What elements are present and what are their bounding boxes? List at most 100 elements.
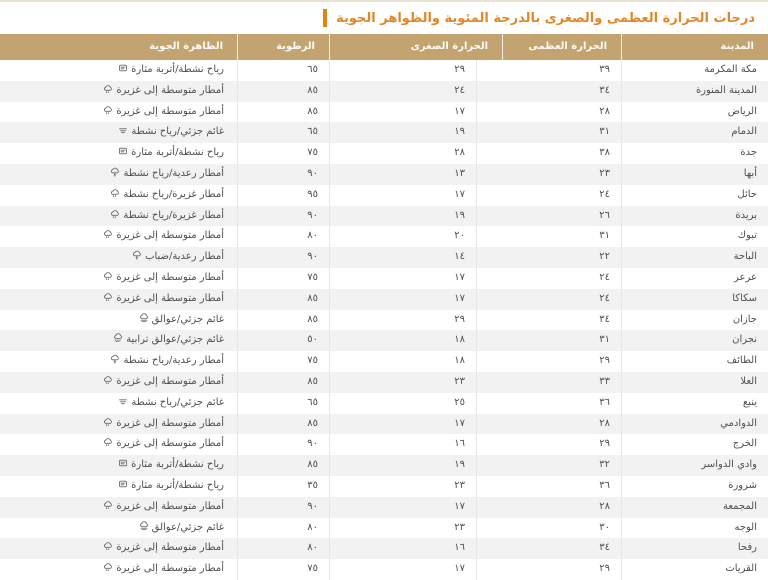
cell-city: الدوادمي xyxy=(720,417,757,429)
title-row: درجات الحرارة العظمى والصغرى بالدرجة الم… xyxy=(0,2,768,32)
cell-phenomenon: غائم جزئي/عوالق xyxy=(0,309,238,331)
cell-city: جازان xyxy=(732,313,757,325)
cell-phenomenon: أمطار رعدية/رياح نشطة xyxy=(0,351,238,372)
rain-cloud-icon xyxy=(103,292,113,302)
cell-min-temp: ١٩ xyxy=(330,455,477,476)
cell-city: المجمعة xyxy=(722,500,757,512)
cell-humidity: ٦٥ xyxy=(238,392,330,414)
column-header-city: المدينة xyxy=(720,41,754,52)
dusty-haze-icon xyxy=(113,333,123,343)
phenomenon-text: أمطار متوسطة إلى غزيرة xyxy=(116,500,224,512)
cell-min-temp: ١٧ xyxy=(330,267,477,289)
cell-phenomenon: أمطار متوسطة إلى غزيرة xyxy=(0,413,238,435)
cell-humidity: ٨٥ xyxy=(238,413,330,435)
cell-city: الطائف xyxy=(726,355,757,367)
cell-city: الرياض xyxy=(727,105,757,117)
table-row: سكاكا ٢٤ ١٧ ٨٥ أمطار متوسطة إلى غزيرة xyxy=(0,288,768,310)
cell-min-temp: ١٧ xyxy=(330,288,477,310)
wind-dust-icon xyxy=(118,479,128,489)
cell-humidity: ٦٥ xyxy=(238,122,330,144)
cell-humidity: ٨٠ xyxy=(238,517,330,539)
table-row: رفحا ٣٤ ١٦ ٨٠ أمطار متوسطة إلى غزيرة xyxy=(0,538,768,560)
phenomenon-text: أمطار متوسطة إلى غزيرة xyxy=(116,438,224,450)
cell-humidity: ٩٠ xyxy=(238,247,330,268)
cell-phenomenon: رياح نشطة/أتربة مثارة xyxy=(0,475,238,497)
cell-max-temp: ٣٤ xyxy=(477,309,622,331)
thunder-rain-icon xyxy=(132,250,142,260)
phenomenon-text: أمطار متوسطة إلى غزيرة xyxy=(116,271,224,283)
cell-city: عرعر xyxy=(734,271,757,283)
cell-phenomenon: رياح نشطة/أتربة مثارة xyxy=(0,143,238,164)
phenomenon-text: رياح نشطة/أتربة مثارة xyxy=(131,64,224,75)
phenomenon-text: أمطار متوسطة إلى غزيرة xyxy=(116,542,224,554)
cell-max-temp: ٢٤ xyxy=(477,267,622,289)
cell-phenomenon: أمطار رعدية/ضباب xyxy=(0,247,238,268)
table-row: جازان ٣٤ ٢٩ ٨٥ غائم جزئي/عوالق xyxy=(0,309,768,331)
cell-city: شرورة xyxy=(728,479,757,491)
cell-max-temp: ٢٨ xyxy=(477,496,622,518)
thunder-rain-icon xyxy=(110,354,120,364)
cell-min-temp: ٢٠ xyxy=(330,226,477,248)
cell-min-temp: ١٦ xyxy=(330,538,477,560)
table-row: الخرج ٢٩ ١٦ ٩٠ أمطار متوسطة إلى غزيرة xyxy=(0,434,768,456)
rain-cloud-icon xyxy=(110,188,120,198)
cell-min-temp: ١٨ xyxy=(330,351,477,372)
cell-phenomenon: أمطار متوسطة إلى غزيرة xyxy=(0,559,238,580)
cell-phenomenon: غائم جزئي/عوالق ترابية xyxy=(0,330,238,352)
cell-max-temp: ٣٨ xyxy=(477,143,622,164)
rain-cloud-icon xyxy=(103,437,113,447)
table-row: بريدة ٢٦ ١٩ ٩٠ أمطار غزيرة/رياح نشطة xyxy=(0,205,768,227)
cell-max-temp: ٣٦ xyxy=(477,392,622,414)
column-header-min: الحرارة الصغرى xyxy=(330,34,503,60)
table-row: الدمام ٣١ ١٩ ٦٥ غائم جزئي/رياح نشطة xyxy=(0,122,768,144)
cell-phenomenon: غائم جزئي/رياح نشطة xyxy=(0,122,238,144)
cell-min-temp: ١٧ xyxy=(330,559,477,580)
title-accent-bar xyxy=(323,9,328,27)
cell-city: الدمام xyxy=(731,126,757,138)
rain-cloud-icon xyxy=(103,562,113,572)
rain-cloud-icon xyxy=(103,84,113,94)
cell-phenomenon: أمطار متوسطة إلى غزيرة xyxy=(0,226,238,248)
cell-city: جدة xyxy=(740,147,757,159)
table-row: الوجه ٣٠ ٢٣ ٨٠ غائم جزئي/عوالق xyxy=(0,517,768,539)
table-header-row: المدينة الحرارة العظمى الحرارة الصغرى الرطو… xyxy=(0,34,768,60)
cell-min-temp: ١٦ xyxy=(330,434,477,456)
cell-phenomenon: أمطار غزيرة/رياح نشطة xyxy=(0,205,238,227)
rain-cloud-icon xyxy=(103,229,113,239)
cell-humidity: ٨٥ xyxy=(238,288,330,310)
cell-phenomenon: أمطار متوسطة إلى غزيرة xyxy=(0,371,238,393)
cell-phenomenon: غائم جزئي/عوالق xyxy=(0,517,238,539)
column-header-phenomenon: الظاهرة الجوية xyxy=(0,34,238,60)
cell-city: الوجه xyxy=(734,521,757,533)
cell-phenomenon: أمطار متوسطة إلى غزيرة xyxy=(0,288,238,310)
thunder-rain-icon xyxy=(110,167,120,177)
cell-max-temp: ٢٩ xyxy=(477,351,622,372)
cell-max-temp: ٣١ xyxy=(477,226,622,248)
cell-humidity: ٥٠ xyxy=(238,330,330,352)
cell-humidity: ٨٠ xyxy=(238,226,330,248)
cell-min-temp: ١٩ xyxy=(330,205,477,227)
cell-phenomenon: أمطار غزيرة/رياح نشطة xyxy=(0,184,238,206)
partly-cloudy-wind-icon xyxy=(118,125,128,135)
cell-phenomenon: أمطار متوسطة إلى غزيرة xyxy=(0,434,238,456)
cell-min-temp: ١٤ xyxy=(330,247,477,268)
cell-min-temp: ٢٣ xyxy=(330,517,477,539)
cell-humidity: ٧٥ xyxy=(238,267,330,289)
phenomenon-text: غائم جزئي/رياح نشطة xyxy=(131,126,224,138)
wind-dust-icon xyxy=(118,146,128,156)
cell-phenomenon: أمطار متوسطة إلى غزيرة xyxy=(0,267,238,289)
phenomenon-text: أمطار متوسطة إلى غزيرة xyxy=(116,230,224,242)
table-row: المجمعة ٢٨ ١٧ ٩٠ أمطار متوسطة إلى غزيرة xyxy=(0,496,768,518)
table-row: الرياض ٢٨ ١٧ ٨٥ أمطار متوسطة إلى غزيرة xyxy=(0,101,768,123)
cell-min-temp: ١٧ xyxy=(330,413,477,435)
haze-cloud-icon xyxy=(139,521,149,531)
phenomenon-text: أمطار غزيرة/رياح نشطة xyxy=(123,209,224,221)
cell-max-temp: ٣٠ xyxy=(477,517,622,539)
cell-min-temp: ٢٣ xyxy=(330,371,477,393)
cell-max-temp: ٣٢ xyxy=(477,455,622,476)
cell-max-temp: ٢٢ xyxy=(477,247,622,268)
cell-humidity: ٨٥ xyxy=(238,80,330,102)
cell-humidity: ٨٥ xyxy=(238,101,330,123)
rain-cloud-icon xyxy=(103,105,113,115)
cell-max-temp: ٣٩ xyxy=(477,60,622,81)
